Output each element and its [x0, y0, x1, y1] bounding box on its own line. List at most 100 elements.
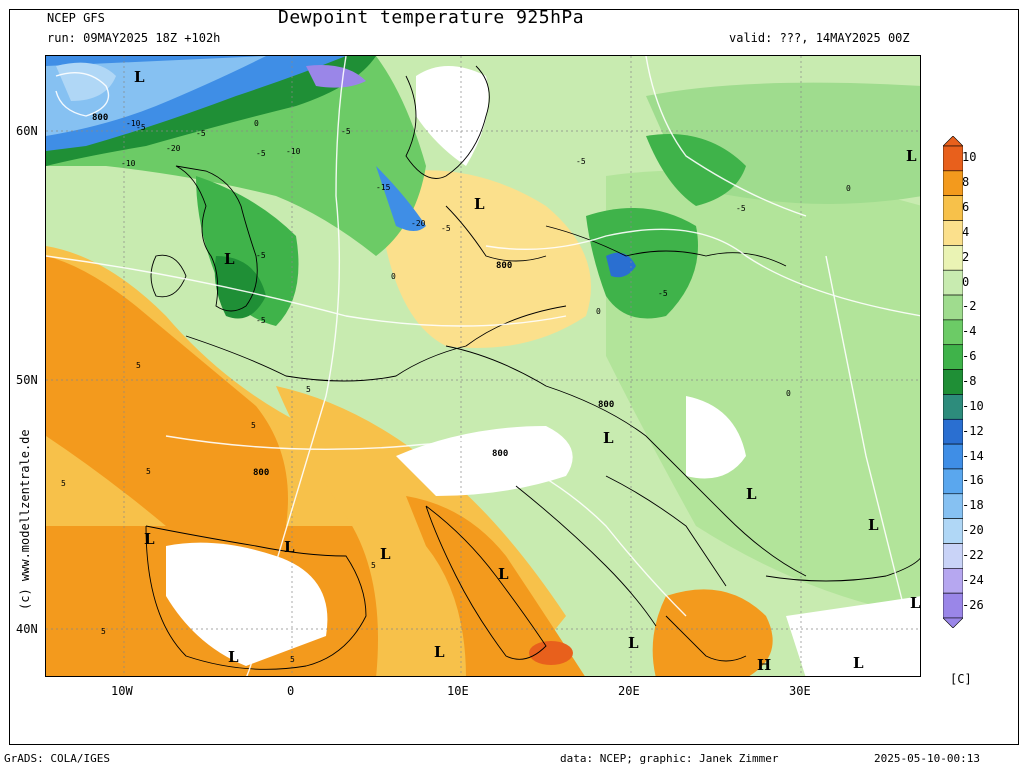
height-label: 800 — [253, 468, 269, 478]
colorbar-tick-label: -14 — [962, 448, 984, 463]
contour-label: -5 — [341, 127, 351, 136]
contour-label: -10 — [286, 147, 301, 156]
lon-label-20e: 20E — [618, 684, 640, 698]
map-canvas: -10 -5 -20 -10 -5 -5 -5 -15 -20 -10 -5 -… — [46, 56, 921, 676]
colorbar-swatch — [942, 468, 964, 495]
lon-label-10w: 10W — [111, 684, 133, 698]
colorbar-swatch — [942, 592, 964, 619]
colorbar-swatch — [942, 568, 964, 594]
footer-credit: data: NCEP; graphic: Janek Zimmer — [560, 752, 779, 765]
colorbar-tick-label: 6 — [962, 200, 970, 215]
colorbar-tick-label: -16 — [962, 473, 984, 488]
lon-label-10e: 10E — [447, 684, 469, 698]
contour-label: -5 — [658, 289, 668, 298]
website-credit: (c) www.modellzentrale.de — [18, 429, 32, 610]
contour-label: 5 — [61, 479, 66, 488]
contour-label: -5 — [441, 224, 451, 233]
low-marker: L — [853, 654, 864, 672]
colorbar-swatch — [942, 443, 964, 470]
low-marker: L — [603, 429, 614, 447]
dewpoint-map: -10 -5 -20 -10 -5 -5 -5 -15 -20 -10 -5 -… — [45, 55, 921, 677]
run-info: run: 09MAY2025 18Z +102h — [47, 31, 221, 45]
footer-timestamp: 2025-05-10-00:13 — [874, 752, 980, 765]
colorbar-tick-label: -18 — [962, 498, 984, 513]
lon-label-30e: 30E — [789, 684, 811, 698]
contour-label: 5 — [146, 467, 151, 476]
model-source: NCEP GFS — [47, 11, 105, 25]
colorbar-tick-label: 0 — [962, 274, 970, 289]
contour-label: -20 — [166, 144, 181, 153]
contour-label: 0 — [786, 389, 791, 398]
colorbar-swatch — [942, 344, 964, 370]
lon-label-0: 0 — [287, 684, 295, 698]
colorbar-swatch — [942, 493, 964, 519]
colorbar-tick-label: -2 — [962, 299, 977, 314]
contour-label: 0 — [254, 119, 259, 128]
contour-label: 0 — [596, 307, 601, 316]
height-label: 800 — [496, 261, 512, 271]
chart-title: Dewpoint temperature 925hPa — [278, 7, 585, 28]
colorbar-tick-label: -12 — [962, 423, 984, 438]
colorbar-tick-label: -22 — [962, 547, 984, 562]
colorbar-top-arrow — [942, 135, 964, 147]
contour-label: -5 — [256, 149, 266, 158]
colorbar-tick-label: -6 — [962, 349, 977, 364]
contour-label: 5 — [290, 655, 295, 664]
low-marker: L — [134, 68, 145, 86]
contour-label: -5 — [256, 251, 266, 260]
contour-label: 0 — [391, 272, 396, 281]
low-marker: L — [498, 565, 509, 583]
colorbar-tick-label: -20 — [962, 523, 984, 538]
contour-label: -10 — [121, 159, 136, 168]
colorbar-tick-label: -26 — [962, 597, 984, 612]
low-marker: L — [910, 594, 921, 612]
contour-label: -10 — [126, 119, 141, 128]
low-marker: L — [228, 648, 239, 666]
colorbar-bottom-arrow — [942, 617, 964, 629]
valid-time: valid: ???, 14MAY2025 00Z — [729, 31, 910, 45]
contour-label: -5 — [256, 316, 266, 325]
colorbar-swatch — [942, 195, 964, 221]
colorbar-swatch — [942, 518, 964, 544]
colorbar-tick-label: 2 — [962, 249, 970, 264]
lat-label-40n: 40N — [16, 622, 38, 636]
low-marker: L — [868, 516, 879, 534]
low-marker: L — [284, 538, 295, 556]
figure-frame — [9, 9, 1019, 745]
contour-label: 5 — [371, 561, 376, 570]
colorbar-swatch — [942, 145, 964, 172]
colorbar-unit: [C] — [950, 672, 972, 686]
contour-label: -5 — [576, 157, 586, 166]
contour-label: 5 — [136, 361, 141, 370]
low-marker: L — [746, 485, 757, 503]
colorbar-swatch — [942, 294, 964, 321]
colorbar-tick-label: -10 — [962, 398, 984, 413]
colorbar — [942, 135, 964, 632]
colorbar-swatches — [942, 135, 964, 629]
contour-label: -20 — [411, 219, 426, 228]
footer-software: GrADS: COLA/IGES — [4, 752, 110, 765]
lat-label-50n: 50N — [16, 373, 38, 387]
contour-label: -15 — [376, 183, 391, 192]
height-label: 800 — [92, 113, 108, 123]
contour-label: -5 — [136, 123, 146, 132]
contour-label: 0 — [846, 184, 851, 193]
colorbar-tick-label: -8 — [962, 374, 977, 388]
lat-label-60n: 60N — [16, 124, 38, 138]
low-marker: L — [144, 530, 155, 548]
low-marker: L — [434, 643, 445, 661]
colorbar-swatch — [942, 319, 964, 346]
colorbar-tick-label: 10 — [962, 150, 977, 165]
colorbar-swatch — [942, 170, 964, 196]
high-marker: H — [757, 656, 771, 674]
colorbar-swatch — [942, 369, 964, 395]
low-marker: L — [906, 147, 917, 165]
colorbar-swatch — [942, 394, 964, 420]
contour-label: 5 — [251, 421, 256, 430]
contour-label: 5 — [306, 385, 311, 394]
low-marker: L — [474, 195, 485, 213]
colorbar-tick-label: 8 — [962, 175, 970, 190]
contour-label: -5 — [196, 129, 206, 138]
colorbar-swatch — [942, 220, 964, 246]
colorbar-tick-label: -4 — [962, 324, 977, 339]
